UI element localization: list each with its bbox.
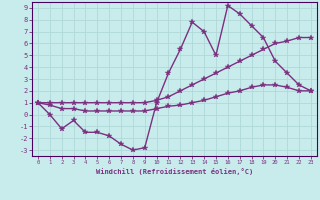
X-axis label: Windchill (Refroidissement éolien,°C): Windchill (Refroidissement éolien,°C) bbox=[96, 168, 253, 175]
